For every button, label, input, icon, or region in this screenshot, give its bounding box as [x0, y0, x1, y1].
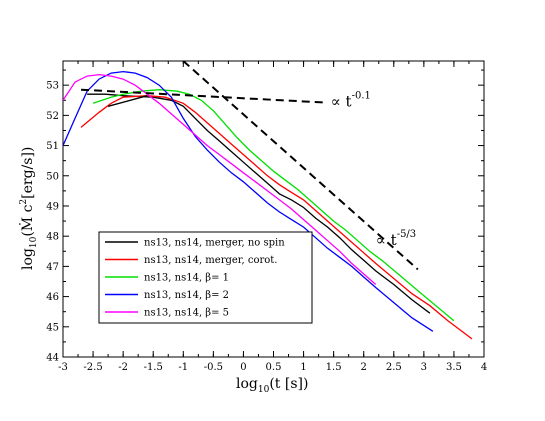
y-tick-label: 50 — [46, 171, 59, 182]
x-tick-label: 1 — [300, 362, 306, 373]
x-tick-label: 0.5 — [266, 362, 282, 373]
series-line-5 — [63, 73, 377, 285]
x-tick-label: -2.5 — [83, 362, 102, 373]
x-tick-label: 1.5 — [326, 362, 342, 373]
legend-label-3: ns13, ns14, β= 1 — [144, 273, 229, 284]
x-tick-label: -3 — [58, 362, 68, 373]
y-tick-label: 51 — [46, 141, 59, 152]
reference-line-3 — [107, 95, 148, 107]
y-tick-label: 48 — [46, 232, 59, 243]
reference-line-2 — [182, 61, 419, 271]
x-tick-label: 2 — [361, 362, 367, 373]
x-tick-label: 0 — [240, 362, 246, 373]
x-tick-label: -0.5 — [204, 362, 223, 373]
reference-line-1 — [80, 88, 328, 104]
x-tick-label: 2.5 — [386, 362, 402, 373]
legend-label-1: ns13, ns14, merger, no spin — [144, 238, 285, 249]
y-tick-label: 47 — [46, 262, 59, 273]
annotations: ∝ t-0.1 ∝ t-5/3 — [331, 90, 417, 249]
series-line-3 — [92, 89, 455, 322]
x-tick-label: 3.5 — [446, 362, 462, 373]
y-tick-label: 49 — [46, 201, 59, 212]
y-axis-label: log10(Ṁ c2[erg/s]) — [18, 147, 39, 270]
y-tick-label: 46 — [46, 292, 59, 303]
reference-label-1: ∝ t-0.1 — [331, 90, 371, 110]
legend-label-2: ns13, ns14, merger, corot. — [144, 255, 277, 266]
x-tick-label: -2 — [118, 362, 128, 373]
x-tick-label: -1.5 — [144, 362, 163, 373]
legend-label-5: ns13, ns14, β= 5 — [144, 308, 229, 319]
x-tick-label: 4 — [481, 362, 487, 373]
series-line-2 — [80, 95, 473, 340]
series-line-1 — [87, 93, 431, 314]
legend: ns13, ns14, merger, no spin ns13, ns14, m… — [98, 231, 313, 324]
axis-ticks: -3 -2.5 -2 -1.5 -1 -0.5 0 0.5 1 1.5 2 2.5 3 3.5 444454… — [46, 61, 487, 373]
series-layer — [63, 70, 473, 340]
x-tick-label: 3 — [421, 362, 427, 373]
reference-label-2: ∝ t-5/3 — [376, 229, 416, 249]
x-tick-label: -1 — [178, 362, 188, 373]
y-tick-label: 53 — [46, 81, 59, 92]
reference-lines — [80, 61, 419, 271]
y-tick-label: 44 — [46, 353, 59, 364]
x-axis-label: log10(t [s]) — [236, 376, 308, 395]
y-tick-label: 45 — [46, 322, 59, 333]
series-line-4 — [63, 70, 434, 332]
legend-label-4: ns13, ns14, β= 2 — [144, 290, 229, 301]
y-tick-label: 52 — [46, 111, 59, 122]
